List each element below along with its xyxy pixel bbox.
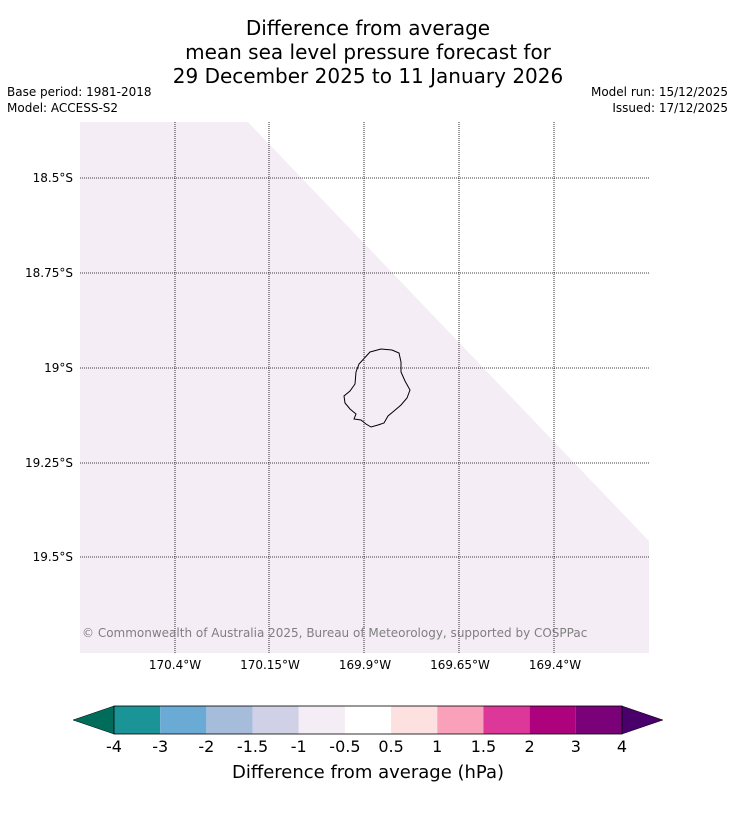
- colorbar-tick-label: -4: [106, 737, 122, 756]
- copyright-notice: © Commonwealth of Australia 2025, Bureau…: [82, 626, 587, 640]
- colorbar-tick-label: 1.5: [471, 737, 496, 756]
- title-line-1: Difference from average: [245, 16, 491, 40]
- colorbar-tick-label: -2: [198, 737, 214, 756]
- lon-label: 169.65°W: [430, 658, 490, 672]
- lat-label: 18.75°S: [25, 266, 73, 280]
- longitude-labels: 170.4°W 170.15°W 169.9°W 169.65°W 169.4°…: [149, 658, 581, 672]
- base-period: Base period: 1981-2018: [7, 85, 152, 99]
- colorbar-segment: [344, 706, 392, 734]
- colorbar-segment: [160, 706, 207, 734]
- map-panel: © Commonwealth of Australia 2025, Bureau…: [80, 122, 649, 653]
- model-run: Model run: 15/12/2025: [590, 85, 728, 99]
- lon-label: 169.4°W: [529, 658, 581, 672]
- colorbar-tick-label: -0.5: [329, 737, 360, 756]
- lat-label: 18.5°S: [33, 171, 73, 185]
- colorbar-tick-label: 4: [617, 737, 627, 756]
- lon-label: 170.4°W: [149, 658, 201, 672]
- colorbar-segment: [437, 706, 484, 734]
- title-line-3: 29 December 2025 to 11 January 2026: [172, 64, 564, 88]
- colorbar: [72, 705, 664, 735]
- colorbar-tick-label: -1.5: [237, 737, 268, 756]
- colorbar-segment: [391, 706, 438, 734]
- colorbar-tick-label: 1: [432, 737, 442, 756]
- model-name: Model: ACCESS-S2: [7, 101, 119, 115]
- colorbar-ticks: -4 -3 -2 -1.5 -1 -0.5 0.5 1 1.5 2 3 4: [106, 737, 627, 756]
- issued-date: Issued: 17/12/2025: [612, 101, 728, 115]
- colorbar-over-arrow: [621, 705, 664, 735]
- colorbar-segment: [529, 706, 576, 734]
- colorbar-tick-label: 2: [525, 737, 535, 756]
- longitude-gridlines: [174, 122, 555, 653]
- colorbar-title: Difference from average (hPa): [232, 762, 504, 783]
- colorbar-segment: [298, 706, 345, 734]
- lon-label: 170.15°W: [240, 658, 300, 672]
- colorbar-segment: [206, 706, 253, 734]
- colorbar-tick-label: -1: [291, 737, 307, 756]
- island-coastline: [343, 348, 411, 428]
- colorbar-under-arrow: [72, 705, 115, 735]
- colorbar-tick-label: 3: [571, 737, 581, 756]
- colorbar-outline: [113, 705, 623, 735]
- lat-label: 19.25°S: [25, 456, 73, 470]
- colorbar-segment: [252, 706, 299, 734]
- colorbar-tick-label: -3: [152, 737, 168, 756]
- anomaly-fill-region: [80, 122, 649, 653]
- colorbar-segment: [114, 706, 161, 734]
- lat-label: 19°S: [44, 361, 73, 375]
- lat-label: 19.5°S: [33, 550, 73, 564]
- colorbar-segment: [575, 706, 622, 734]
- colorbar-tick-label: 0.5: [378, 737, 403, 756]
- colorbar-segment: [483, 706, 530, 734]
- title-line-2: mean sea level pressure forecast for: [185, 40, 551, 64]
- lon-label: 169.9°W: [339, 658, 391, 672]
- latitude-labels: 18.5°S 18.75°S 19°S 19.25°S 19.5°S: [25, 171, 73, 564]
